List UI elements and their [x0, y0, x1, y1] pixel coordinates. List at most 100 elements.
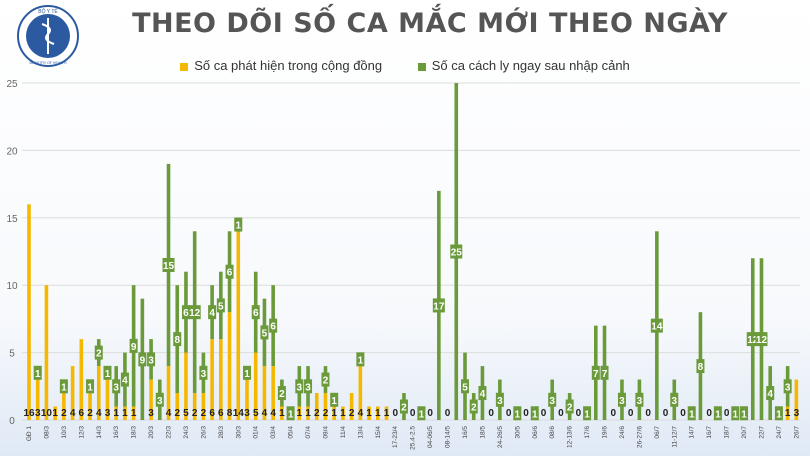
data-label-quarantine: 25 [451, 248, 463, 259]
bar-community [227, 312, 232, 420]
data-label-quarantine: 3 [637, 396, 643, 407]
data-label-community: 0 [541, 408, 547, 419]
data-label-quarantine: 6 [227, 268, 233, 279]
data-label-box [260, 325, 269, 340]
data-label-community: 6 [218, 408, 224, 419]
data-label-quarantine: 2 [96, 349, 102, 360]
data-label-quarantine: 4 [209, 308, 215, 319]
data-label-community: 10 [41, 408, 53, 419]
bar-community [306, 406, 310, 420]
x-tick-label: 30/5 [514, 426, 521, 439]
legend-item-community: Số ca phát hiện trong cộng đồng [180, 58, 382, 73]
x-tick-label: 04-06/5 [427, 426, 434, 448]
x-tick-label: 14/3 [96, 426, 103, 439]
data-label-box [755, 332, 768, 347]
bar-community [79, 339, 84, 420]
data-label-community: 0 [488, 408, 494, 419]
data-label-quarantine: 8 [698, 362, 704, 373]
bar-community [131, 406, 136, 420]
data-label-quarantine: 1 [288, 409, 294, 420]
bar-community [349, 393, 354, 420]
data-label-box [251, 305, 260, 320]
x-tick-label: 01/4 [253, 426, 260, 439]
data-label-quarantine: 3 [201, 369, 207, 380]
x-tick-label: 24/6 [619, 426, 626, 439]
bar-community [192, 393, 197, 420]
data-label-community: 0 [576, 408, 582, 419]
bar-community [35, 379, 40, 420]
bar-community [376, 406, 380, 420]
data-label-quarantine: 1 [244, 369, 250, 380]
data-label-box [199, 365, 208, 380]
data-label-community: 2 [174, 408, 180, 419]
bar-community [358, 366, 363, 420]
data-label-community: 3 [148, 408, 154, 419]
y-tick-label: 0 [9, 416, 15, 427]
x-tick-label: 26-27/6 [636, 426, 643, 448]
x-tick-label: 28/3 [218, 426, 225, 439]
bar-community [794, 379, 799, 420]
data-label-quarantine: 1 [733, 409, 739, 420]
data-label-community: 1 [785, 408, 791, 419]
data-label-quarantine: 3 [157, 396, 163, 407]
bar-community [280, 406, 284, 420]
data-label-box [495, 392, 504, 407]
data-label-community: 1 [52, 408, 58, 419]
legend-label: Số ca phát hiện trong cộng đồng [194, 58, 383, 73]
x-tick-label: 08/6 [549, 426, 556, 439]
data-label-quarantine: 1 [715, 409, 721, 420]
data-label-community: 2 [314, 408, 320, 419]
bar-community [166, 366, 171, 420]
data-label-community: 1 [375, 408, 381, 419]
x-tick-label: 30/3 [235, 426, 242, 439]
data-label-box [94, 345, 103, 360]
data-label-community: 1 [340, 408, 346, 419]
data-label-quarantine: 1 [235, 221, 241, 232]
data-label-quarantine: 1 [358, 355, 364, 366]
data-label-box [696, 359, 705, 374]
data-label-quarantine: 2 [323, 376, 329, 387]
data-label-box [155, 392, 164, 407]
data-label-box [774, 406, 783, 421]
bar-community [245, 379, 249, 420]
data-label-box [295, 379, 304, 394]
x-tick-label: 15/4 [375, 426, 382, 439]
data-label-quarantine: 1 [331, 396, 337, 407]
bar-community [123, 406, 127, 420]
x-tick-label: 25.4-2.5 [410, 426, 417, 450]
data-label-box [269, 318, 278, 333]
data-label-box [321, 372, 330, 387]
data-label-quarantine: 2 [401, 403, 407, 414]
data-label-quarantine: 6 [183, 308, 189, 319]
bar-community [201, 393, 206, 420]
data-label-quarantine: 7 [593, 369, 599, 380]
bar-community [332, 406, 336, 420]
chart-title: THEO DÕI SỐ CA MẮC MỚI THEO NGÀY [132, 8, 728, 39]
x-tick-label: 11-12/7 [671, 426, 678, 448]
data-label-community: 0 [610, 408, 616, 419]
x-tick-label: 11/4 [340, 426, 347, 439]
data-label-community: 2 [349, 408, 355, 419]
data-label-box [650, 318, 663, 333]
data-label-community: 1 [384, 408, 390, 419]
svg-text:MINISTRY OF HEALTH: MINISTRY OF HEALTH [30, 61, 67, 65]
data-label-community: 4 [358, 408, 364, 419]
x-tick-label: 08-14/5 [445, 426, 452, 448]
x-tick-label: 03/4 [270, 426, 277, 439]
data-label-box [330, 392, 339, 407]
y-tick-label: 25 [6, 79, 18, 90]
bar-community [149, 379, 153, 420]
data-label-box [617, 392, 626, 407]
data-label-community: 4 [96, 408, 102, 419]
data-label-community: 0 [645, 408, 651, 419]
x-tick-label: 16/3 [113, 426, 120, 439]
data-label-community: 0 [663, 408, 669, 419]
data-label-box [635, 392, 644, 407]
x-tick-label: 09/4 [322, 426, 329, 439]
data-label-community: 1 [305, 408, 311, 419]
data-label-community: 3 [244, 408, 250, 419]
bar-community [297, 406, 302, 420]
data-label-quarantine: 1 [419, 409, 425, 420]
data-label-community: 2 [87, 408, 93, 419]
data-label-community: 5 [253, 408, 259, 419]
